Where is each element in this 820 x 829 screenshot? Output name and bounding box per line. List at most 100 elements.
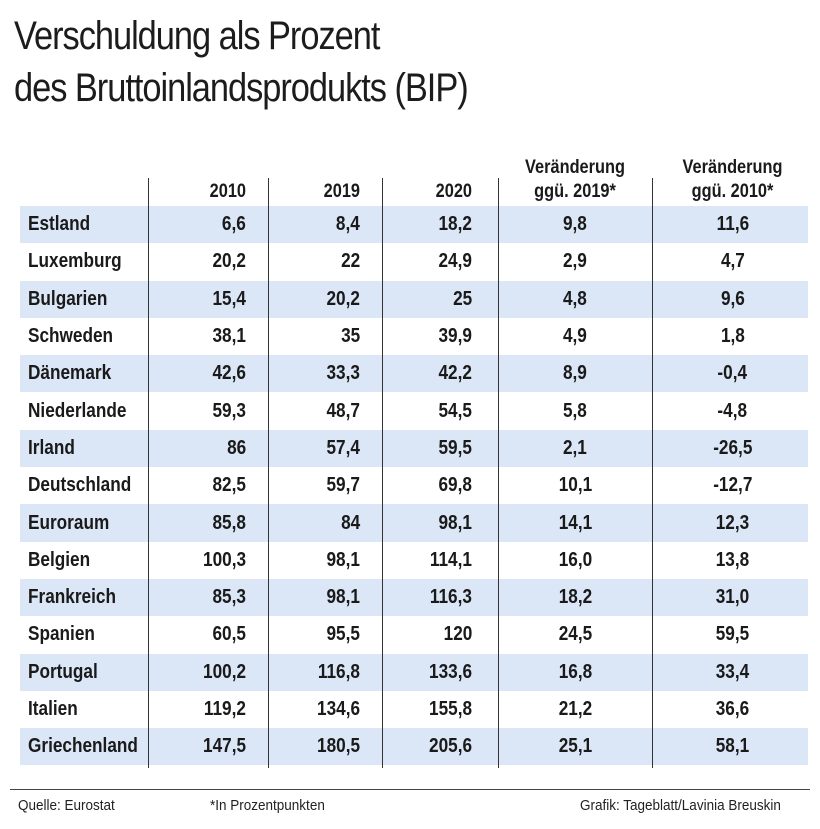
table-cell: 85,3 — [212, 586, 246, 609]
table-cell: 116,3 — [429, 586, 472, 609]
column-header: Veränderung ggü. 2019* — [525, 157, 625, 202]
title-line-2: des Bruttoinlandsprodukts (BIP) — [14, 66, 469, 110]
table-cell: 36,6 — [715, 698, 750, 720]
table-cell: -4,8 — [717, 399, 748, 422]
table-cell: 58,1 — [715, 735, 750, 758]
table-cell: 95,5 — [326, 623, 360, 646]
row-label: Portugal — [28, 660, 98, 683]
table-cell: 22 — [340, 250, 360, 273]
table-cell: 18,2 — [438, 213, 472, 236]
table-cell: 60,5 — [212, 623, 246, 646]
table-cell: 21,2 — [558, 698, 592, 720]
table-cell: 59,7 — [326, 474, 360, 497]
row-label: Deutschland — [28, 474, 132, 497]
table-cell: 2,1 — [563, 436, 587, 459]
row-label: Frankreich — [28, 586, 116, 609]
table-cell: 6,6 — [222, 213, 246, 236]
table-row: Frankreich 85,3 98,1 116,3 18,2 31,0 — [20, 578, 808, 617]
table-cell: 48,7 — [326, 399, 360, 422]
table-cell: 98,1 — [438, 511, 472, 534]
row-label: Luxemburg — [28, 250, 122, 273]
row-label: Estland — [28, 213, 91, 236]
table-row: Estland 6,6 8,4 18,2 9,8 11,6 — [20, 206, 808, 244]
table-cell: 205,6 — [428, 735, 472, 758]
table-cell: 59,5 — [715, 623, 750, 646]
table-cell: 85,8 — [212, 511, 246, 534]
column-divider — [148, 178, 149, 768]
table-row: Italien 119,2 134,6 155,8 21,2 36,6 — [20, 691, 808, 728]
table-header: 2010 2019 2020 Veränderung ggü. 2019* Verände… — [20, 148, 808, 206]
table-cell: 42,6 — [212, 362, 246, 385]
row-label: Niederlande — [28, 399, 127, 422]
column-divider — [652, 178, 653, 768]
table-row: Irland 86 57,4 59,5 2,1 -26,5 — [20, 429, 808, 468]
table-cell: 42,2 — [438, 362, 472, 385]
row-label: Italien — [28, 698, 78, 720]
row-label: Belgien — [28, 548, 91, 571]
table-row: Bulgarien 15,4 20,2 25 4,8 9,6 — [20, 280, 808, 318]
table-cell: -12,7 — [712, 474, 753, 497]
table-cell: 4,7 — [720, 250, 745, 273]
table-cell: 16,8 — [558, 660, 592, 683]
table-cell: 98,1 — [326, 586, 360, 609]
table-cell: 20,2 — [212, 250, 246, 273]
table-cell: 25,1 — [558, 735, 592, 758]
table-cell: 8,9 — [563, 362, 587, 385]
table-cell: 82,5 — [212, 474, 246, 497]
table-cell: 11,6 — [716, 213, 749, 236]
table-cell: 13,8 — [715, 548, 750, 571]
table-row: Portugal 100,2 116,8 133,6 16,8 33,4 — [20, 653, 808, 691]
row-label: Euroraum — [28, 511, 110, 534]
table-cell: 84 — [340, 511, 360, 534]
table-body: Estland 6,6 8,4 18,2 9,8 11,6 Luxemburg 20,2 22 2… — [20, 206, 808, 766]
footnote: *In Prozentpunkten — [210, 797, 325, 814]
column-divider — [498, 178, 499, 768]
table-cell: 59,5 — [438, 436, 472, 459]
table-cell: 57,4 — [326, 436, 360, 459]
table-cell: 4,8 — [563, 287, 587, 310]
row-label: Irland — [28, 436, 75, 459]
table-row: Luxemburg 20,2 22 24,9 2,9 4,7 — [20, 243, 808, 280]
column-header: 2010 — [209, 181, 246, 202]
table-cell: 116,8 — [317, 660, 360, 683]
table-cell: 38,1 — [212, 325, 246, 348]
footer-rule — [10, 789, 810, 790]
table-cell: 9,6 — [720, 287, 745, 310]
table-row: Belgien 100,3 98,1 114,1 16,0 13,8 — [20, 542, 808, 579]
table-cell: 180,5 — [316, 735, 360, 758]
table-row: Spanien 60,5 95,5 120 24,5 59,5 — [20, 616, 808, 653]
column-header: 2019 — [323, 181, 360, 202]
source-note: Quelle: Eurostat — [18, 797, 115, 814]
table-cell: 5,8 — [563, 399, 587, 422]
table-cell: 8,4 — [336, 213, 360, 236]
table-cell: 14,1 — [558, 511, 592, 534]
table-cell: 33,4 — [715, 660, 750, 683]
table-cell: 86 — [226, 436, 246, 459]
table-cell: 69,8 — [438, 474, 472, 497]
table-cell: 155,8 — [428, 698, 472, 720]
table-cell: 147,5 — [202, 735, 246, 758]
table-cell: 59,3 — [212, 399, 246, 422]
table-cell: 18,2 — [558, 586, 592, 609]
table-cell: 25 — [452, 287, 472, 310]
column-header: Veränderung ggü. 2010* — [682, 157, 783, 202]
row-label: Dänemark — [28, 362, 112, 385]
table-cell: 133,6 — [428, 660, 472, 683]
table-cell: 114,1 — [429, 548, 472, 571]
table-cell: 100,3 — [202, 548, 246, 571]
title-line-1: Verschuldung als Prozent — [14, 14, 380, 58]
table-cell: 119,2 — [203, 698, 246, 720]
table-cell: -26,5 — [712, 436, 753, 459]
row-label: Spanien — [28, 623, 95, 646]
table-cell: 31,0 — [715, 586, 750, 609]
column-divider — [268, 178, 269, 768]
table-cell: 12,3 — [715, 511, 750, 534]
table-cell: 10,1 — [558, 474, 592, 497]
table-cell: 120 — [443, 623, 472, 646]
table-cell: 134,6 — [316, 698, 360, 720]
row-label: Schweden — [28, 325, 114, 348]
row-label: Bulgarien — [28, 287, 108, 310]
row-label: Griechenland — [28, 735, 138, 758]
table-cell: 54,5 — [438, 399, 472, 422]
table-row: Euroraum 85,8 84 98,1 14,1 12,3 — [20, 504, 808, 542]
